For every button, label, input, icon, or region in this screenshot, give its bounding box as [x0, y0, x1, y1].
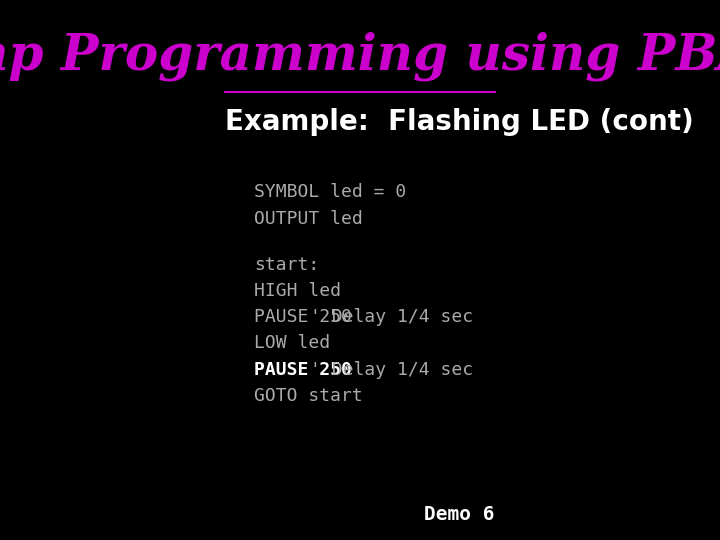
Text: ' Delay 1/4 sec: ' Delay 1/4 sec	[310, 361, 473, 379]
Text: OUTPUT led: OUTPUT led	[254, 210, 363, 228]
Text: Example:  Flashing LED (cont): Example: Flashing LED (cont)	[225, 107, 694, 136]
Text: PAUSE 250: PAUSE 250	[254, 308, 352, 326]
Text: Demo 6: Demo 6	[424, 505, 495, 524]
Text: start:: start:	[254, 255, 319, 274]
Text: LOW led: LOW led	[254, 334, 330, 353]
Text: GOTO start: GOTO start	[254, 387, 363, 406]
Text: ' Delay 1/4 sec: ' Delay 1/4 sec	[310, 308, 473, 326]
Text: PAUSE 250: PAUSE 250	[254, 361, 352, 379]
Text: Stamp Programming using PBASIC: Stamp Programming using PBASIC	[0, 32, 720, 82]
Text: HIGH led: HIGH led	[254, 281, 341, 300]
Text: SYMBOL led = 0: SYMBOL led = 0	[254, 183, 406, 201]
